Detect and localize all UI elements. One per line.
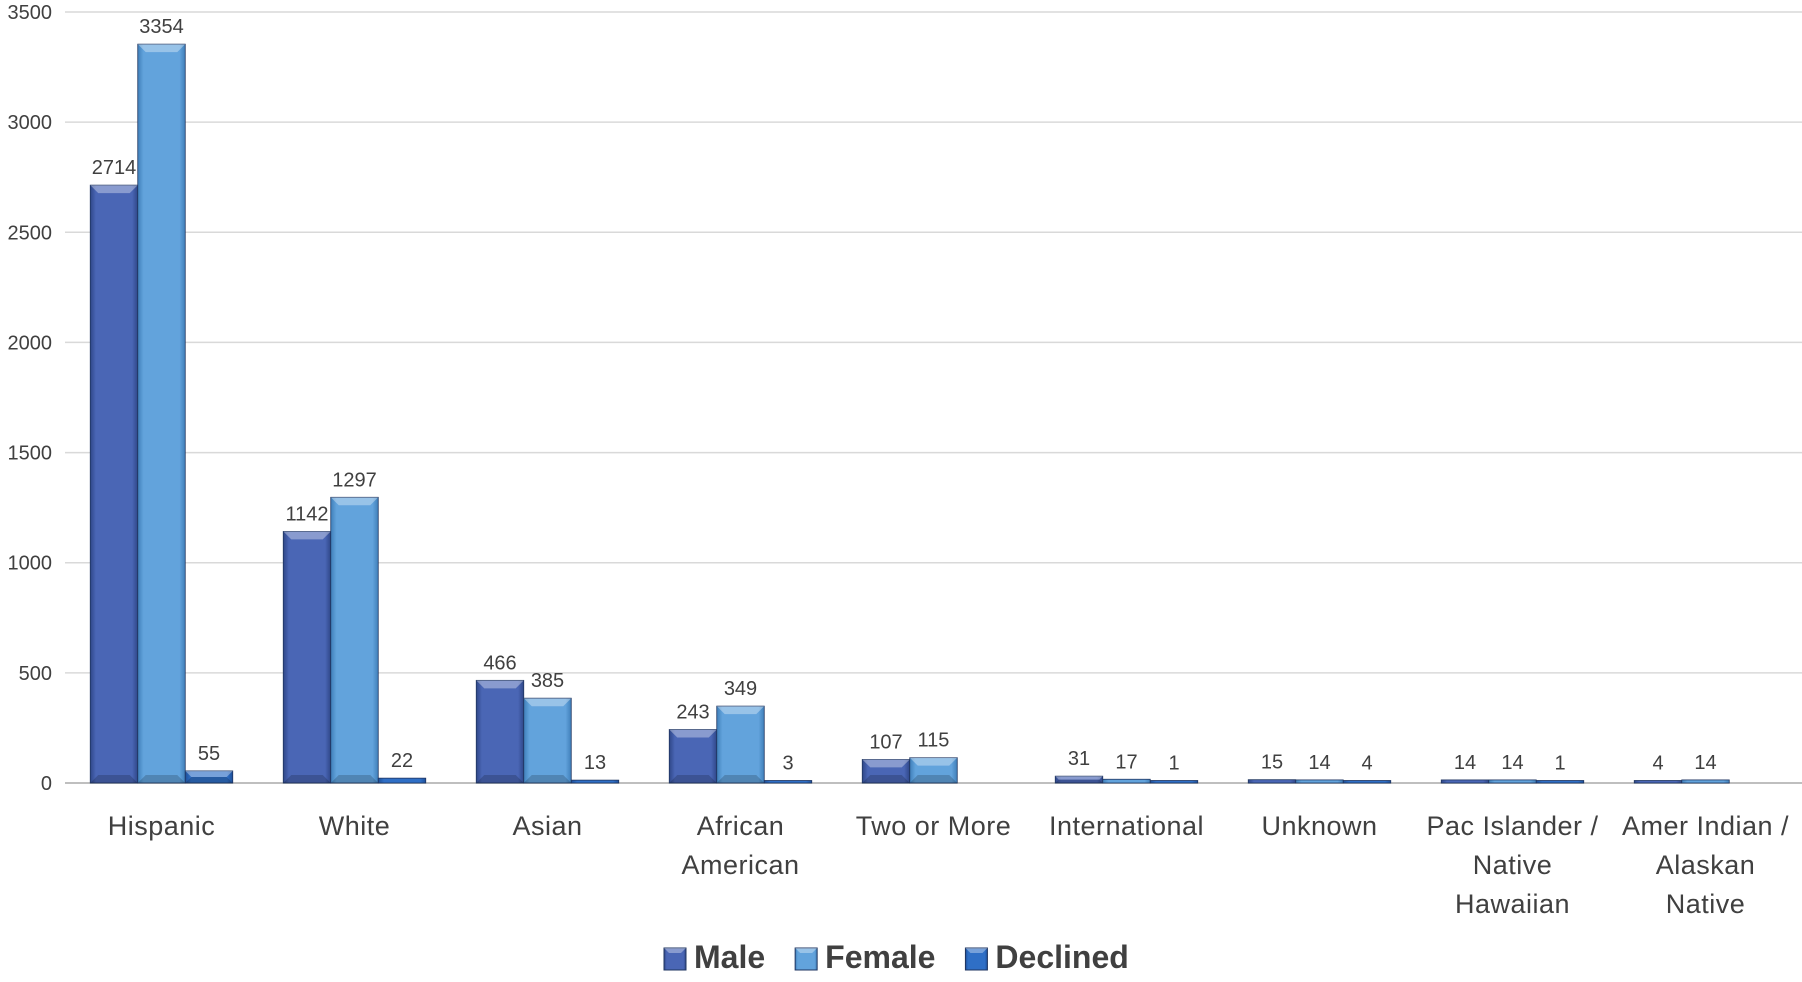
category-label: White bbox=[319, 811, 391, 841]
data-label-declined: 22 bbox=[391, 750, 413, 772]
legend-label: Declined bbox=[995, 939, 1128, 975]
y-tick-label: 3500 bbox=[8, 2, 53, 24]
bar-male bbox=[861, 759, 911, 784]
data-label-female: 115 bbox=[918, 730, 950, 752]
y-axis-tick-labels: 0 500 1000 1500 2000 2500 3000 3500 bbox=[8, 2, 53, 795]
category-labels: Hispanic White Asian African American Two or … bbox=[108, 811, 1789, 919]
category-label: African American bbox=[681, 811, 799, 880]
bar-female bbox=[909, 757, 958, 784]
data-label-male: 31 bbox=[1068, 748, 1090, 770]
category-label: Asian bbox=[512, 811, 582, 841]
legend-item-declined: Declined bbox=[964, 939, 1129, 975]
data-label-female: 14 bbox=[1694, 752, 1716, 774]
category-label: Pac Islander / Native Hawaiian bbox=[1426, 811, 1598, 919]
bar-declined bbox=[377, 777, 427, 784]
y-tick-label: 500 bbox=[19, 663, 52, 685]
category-label: Unknown bbox=[1261, 811, 1377, 841]
y-tick-label: 2500 bbox=[8, 222, 53, 244]
legend-label: Female bbox=[825, 939, 935, 975]
data-label-male: 15 bbox=[1261, 752, 1283, 774]
bar-female bbox=[330, 496, 379, 784]
bars bbox=[89, 43, 1730, 784]
bar-male bbox=[282, 531, 332, 784]
data-label-female: 385 bbox=[531, 670, 564, 692]
bar-female bbox=[1488, 779, 1537, 784]
legend-swatch bbox=[663, 947, 687, 971]
data-label-declined: 1 bbox=[1168, 753, 1179, 775]
data-label-declined: 13 bbox=[584, 752, 606, 774]
data-label-declined: 3 bbox=[782, 753, 793, 775]
bar-male bbox=[89, 184, 139, 784]
bar-male bbox=[1440, 779, 1490, 784]
bar-declined bbox=[570, 779, 620, 784]
bar-female bbox=[1681, 779, 1730, 784]
data-label-male: 243 bbox=[676, 701, 709, 723]
y-tick-label: 1500 bbox=[8, 443, 53, 465]
legend-swatch bbox=[794, 947, 818, 971]
bar-female bbox=[1295, 779, 1344, 784]
legend-swatch bbox=[964, 947, 988, 971]
bar-female bbox=[137, 43, 186, 784]
bar-declined bbox=[1342, 780, 1392, 784]
legend-item-female: Female bbox=[794, 939, 935, 975]
data-label-female: 3354 bbox=[139, 16, 184, 38]
category-label: Amer Indian / Alaskan Native bbox=[1622, 811, 1789, 919]
bar-declined bbox=[184, 770, 234, 784]
data-label-declined: 55 bbox=[198, 743, 220, 765]
bar-declined bbox=[763, 780, 813, 784]
legend: Male Female Declined bbox=[663, 939, 1129, 975]
category-label: Two or More bbox=[856, 811, 1012, 841]
y-tick-label: 2000 bbox=[8, 332, 53, 354]
data-label-male: 2714 bbox=[92, 157, 137, 179]
data-label-male: 466 bbox=[483, 652, 516, 674]
data-label-male: 107 bbox=[869, 731, 902, 753]
data-label-male: 1142 bbox=[285, 503, 328, 525]
data-label-declined: 4 bbox=[1361, 753, 1372, 775]
category-label: Hispanic bbox=[108, 811, 216, 841]
y-tick-label: 3000 bbox=[8, 112, 53, 134]
data-label-female: 14 bbox=[1501, 752, 1523, 774]
data-label-declined: 1 bbox=[1554, 753, 1565, 775]
data-label-female: 14 bbox=[1308, 752, 1330, 774]
bar-declined bbox=[1535, 780, 1585, 784]
bar-male bbox=[475, 679, 525, 784]
bar-male bbox=[1633, 780, 1683, 784]
legend-item-male: Male bbox=[663, 939, 765, 975]
data-label-male: 14 bbox=[1454, 752, 1476, 774]
y-tick-label: 1000 bbox=[8, 553, 53, 575]
legend-label: Male bbox=[694, 939, 765, 975]
data-label-female: 349 bbox=[724, 678, 757, 700]
bar-female bbox=[523, 697, 572, 784]
bar-female bbox=[1102, 778, 1151, 784]
data-label-male: 4 bbox=[1652, 753, 1663, 775]
bar-male bbox=[668, 729, 718, 784]
y-tick-label: 0 bbox=[41, 773, 52, 795]
data-label-female: 1297 bbox=[332, 469, 377, 491]
bar-declined bbox=[1149, 780, 1199, 784]
bar-female bbox=[716, 705, 765, 784]
bar-male bbox=[1247, 779, 1297, 784]
category-label: International bbox=[1049, 811, 1204, 841]
data-label-female: 17 bbox=[1115, 751, 1137, 773]
bar-male bbox=[1054, 775, 1104, 784]
